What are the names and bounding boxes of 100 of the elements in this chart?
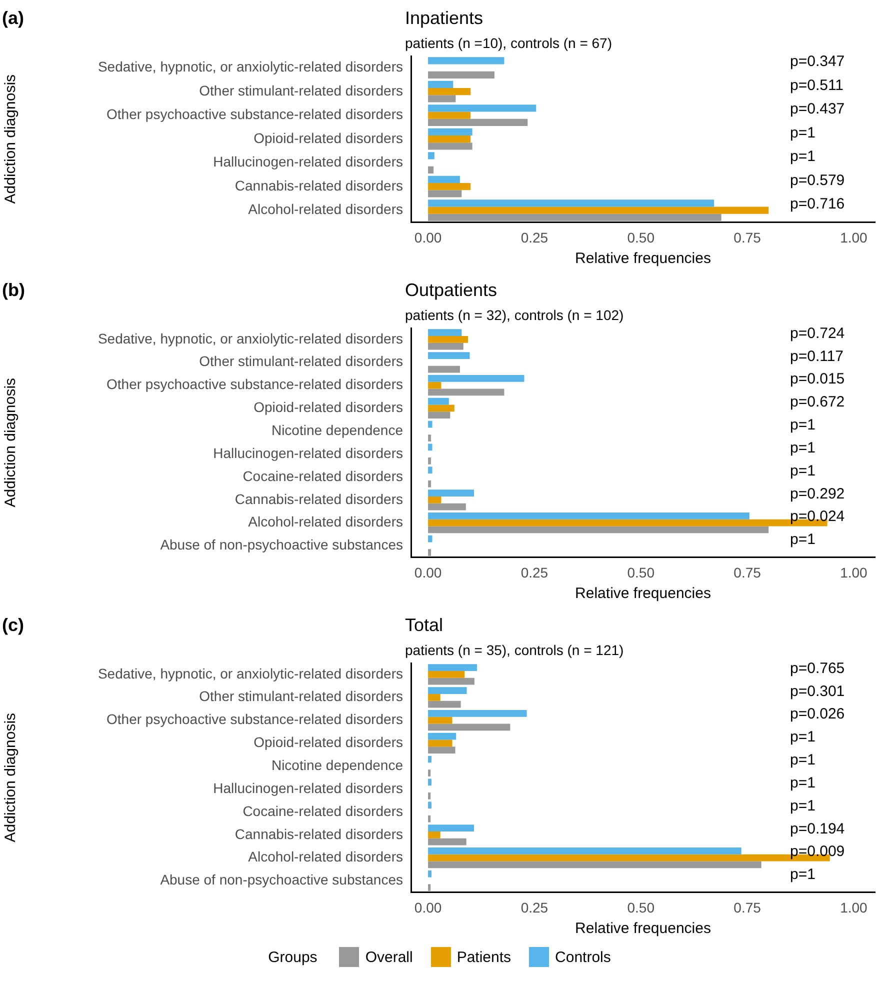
annotation: p=0.765 xyxy=(790,660,845,677)
bar xyxy=(428,336,468,343)
x-tick-label: 1.00 xyxy=(840,564,868,580)
annotation: p=0.347 xyxy=(790,53,845,70)
legend-title: Groups xyxy=(268,948,318,966)
bar xyxy=(428,792,431,800)
annotation: p=1 xyxy=(790,531,816,548)
x-tick-label: 0.25 xyxy=(520,229,548,246)
annotation: p=1 xyxy=(790,462,816,480)
bar xyxy=(428,374,524,382)
y-tick-label: Cannabis-related disorders xyxy=(234,177,403,194)
bar xyxy=(428,176,460,184)
bar xyxy=(428,778,432,786)
annotation: p=1 xyxy=(790,124,816,142)
bar xyxy=(428,366,460,373)
y-tick-label: Other stimulant-related disorders xyxy=(199,688,403,704)
y-tick-label: Hallucinogen-related disorders xyxy=(213,154,403,170)
bar xyxy=(428,732,456,740)
y-tick-label: Alcohol-related disorders xyxy=(248,201,403,218)
bar xyxy=(428,884,431,892)
bar xyxy=(428,104,536,112)
legend-label: Patients xyxy=(456,948,512,966)
bar xyxy=(428,678,474,685)
bar xyxy=(428,694,440,701)
x-tick-label: 0.00 xyxy=(414,229,442,246)
bar xyxy=(428,770,431,776)
bar xyxy=(428,861,762,868)
y-tick-label: Sedative, hypnotic, or anxiolytic-related disorders xyxy=(98,330,403,346)
y-tick-label: Hallucinogen-related disorders xyxy=(213,444,403,461)
bar xyxy=(428,57,504,64)
x-tick-label: 1.00 xyxy=(840,899,868,916)
y-tick-label: Nicotine dependence xyxy=(271,422,404,438)
bar xyxy=(428,815,431,822)
bar xyxy=(428,756,432,763)
annotation: p=0.301 xyxy=(790,682,845,700)
bar xyxy=(428,136,471,143)
x-axis-title: Relative frequencies xyxy=(575,920,711,938)
bar xyxy=(428,671,465,678)
y-tick-label: Abuse of non-psychoactive substances xyxy=(160,536,403,553)
bar xyxy=(428,549,432,556)
bar xyxy=(428,503,466,510)
y-axis-title: Addiction diagnosis xyxy=(2,712,20,842)
bar xyxy=(428,526,769,534)
legend-label: Overall xyxy=(365,948,413,966)
annotation: p=0.672 xyxy=(790,394,845,411)
y-tick-label: Alcohol-related disorders xyxy=(248,514,403,530)
bar xyxy=(428,404,454,412)
y-tick-label: Opioid-related disorders xyxy=(254,399,403,416)
y-tick-label: Other stimulant-related disorders xyxy=(199,82,403,98)
annotation: p=1 xyxy=(790,416,816,434)
chart-subtitle: patients (n =10), controls (n = 67) xyxy=(405,35,612,51)
bar xyxy=(428,700,461,708)
y-tick-label: Cocaine-related disorders xyxy=(242,802,403,819)
bar xyxy=(428,420,432,428)
x-tick-label: 0.25 xyxy=(520,899,548,916)
bar xyxy=(428,535,432,542)
annotation: p=0.194 xyxy=(790,820,845,838)
bar xyxy=(428,466,432,474)
bar xyxy=(428,434,432,442)
bar xyxy=(428,214,722,222)
bar xyxy=(428,802,432,809)
annotation: p=0.724 xyxy=(790,324,845,342)
annotation: p=0.437 xyxy=(790,100,845,118)
x-tick-label: 0.50 xyxy=(627,564,655,580)
bar xyxy=(428,490,474,496)
bar xyxy=(428,664,477,672)
bar xyxy=(428,444,432,451)
y-tick-label: Other stimulant-related disorders xyxy=(199,353,403,370)
bar xyxy=(428,352,470,359)
bar xyxy=(428,71,494,79)
bar xyxy=(428,838,466,846)
x-tick-label: 0.75 xyxy=(734,899,762,916)
annotation: p=0.511 xyxy=(790,76,844,94)
text: (b) xyxy=(2,280,25,300)
bar xyxy=(428,200,714,207)
chart-subtitle: patients (n = 35), controls (n = 121) xyxy=(405,642,624,658)
x-tick-label: 0.75 xyxy=(734,229,762,246)
chart-title: Inpatients xyxy=(405,8,484,28)
bar xyxy=(428,870,432,878)
bar xyxy=(428,746,456,754)
bar xyxy=(428,512,750,520)
bar xyxy=(428,388,504,396)
chart-subtitle: patients (n = 32), controls (n = 102) xyxy=(405,307,624,323)
annotation: p=1 xyxy=(790,439,816,456)
y-tick-label: Sedative, hypnotic, or anxiolytic-related disorders xyxy=(98,665,403,682)
annotation: p=1 xyxy=(790,866,816,884)
x-tick-label: 1.00 xyxy=(840,229,868,246)
text: (c) xyxy=(2,615,24,635)
chart-title: Outpatients xyxy=(405,280,498,300)
bar xyxy=(428,382,442,389)
y-tick-label: Abuse of non-psychoactive substances xyxy=(160,872,403,888)
bar xyxy=(428,458,432,464)
x-axis-title: Relative frequencies xyxy=(575,585,711,602)
bar xyxy=(428,166,434,174)
bar xyxy=(428,329,462,336)
y-axis-title: Addiction diagnosis xyxy=(2,378,20,508)
bar xyxy=(428,687,467,694)
bar xyxy=(428,398,449,405)
annotation: p=0.579 xyxy=(790,172,845,189)
annotation: p=0.716 xyxy=(790,196,845,213)
